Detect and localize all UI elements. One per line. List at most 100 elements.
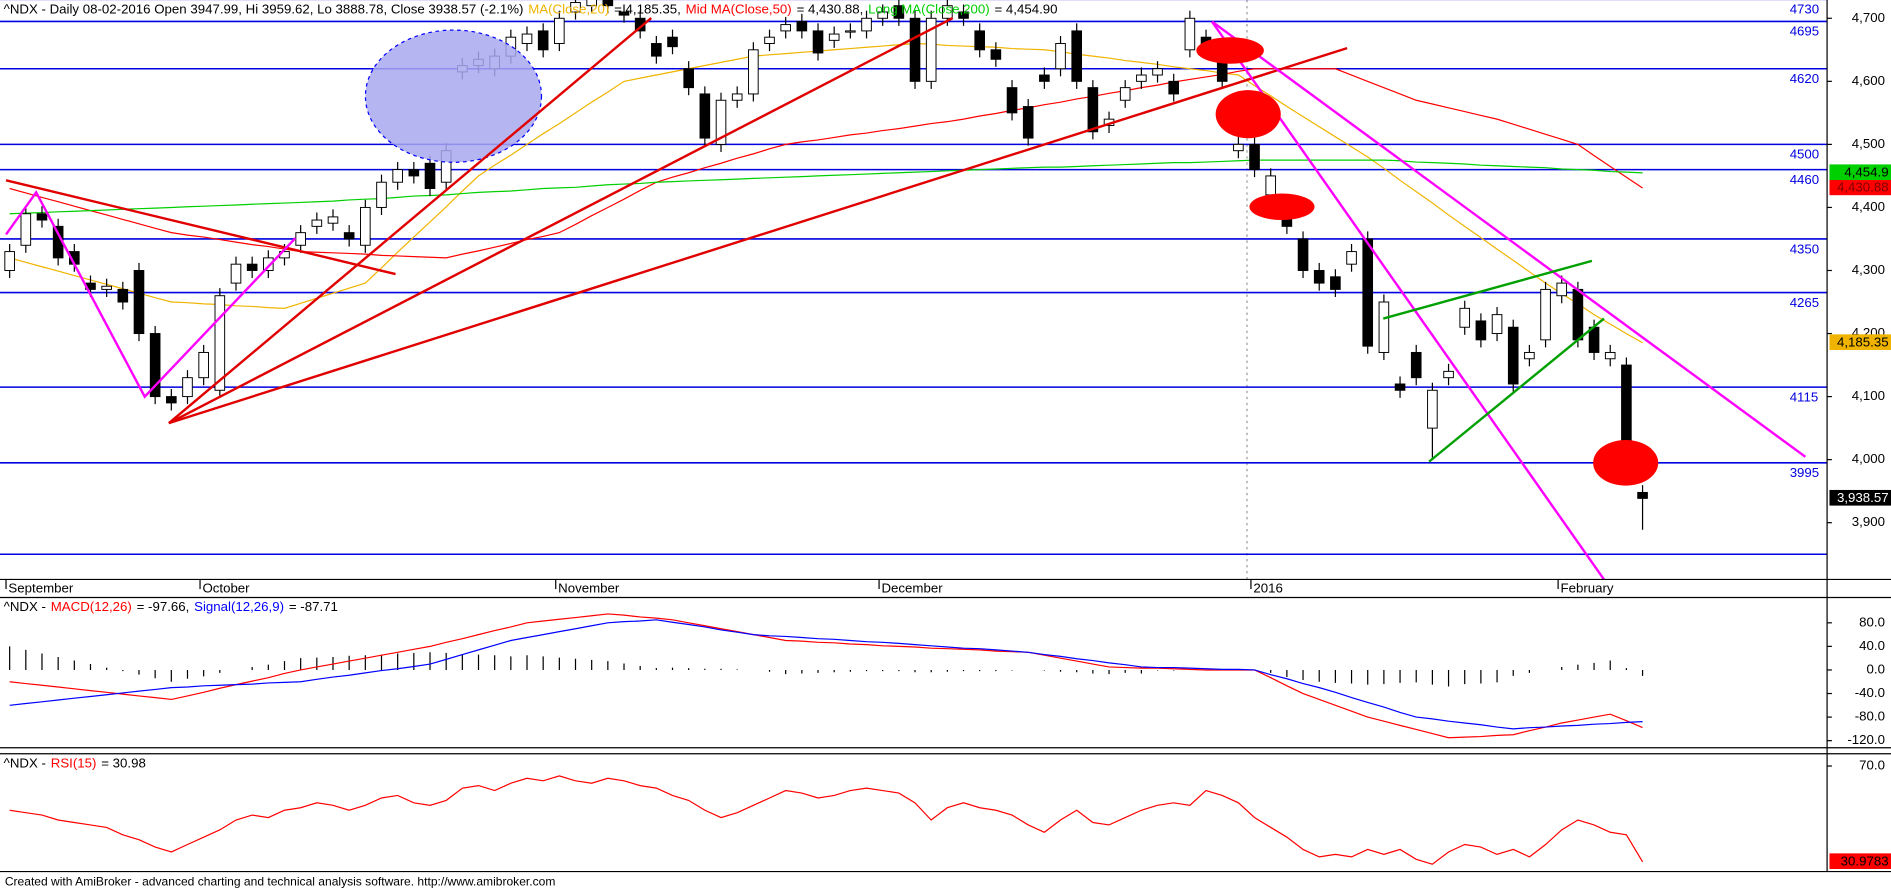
y-tick-label: 4,400	[1852, 199, 1885, 214]
level-label: 4500	[1790, 147, 1820, 162]
indicator-line	[9, 619, 1643, 730]
candle-body	[812, 30, 824, 54]
candle-body	[667, 36, 678, 48]
candle-body	[1184, 17, 1196, 51]
value-flag	[1829, 164, 1891, 181]
pane-title: ^NDX - MACD(12,26) = -97.66, Signal(12,26,9…	[4, 599, 338, 614]
y-tick-label: -80.0	[1855, 709, 1885, 724]
y-tick-label: 4,300	[1852, 262, 1885, 277]
x-tick-label: October	[202, 581, 250, 596]
y-tick-label: 80.0	[1859, 614, 1885, 629]
highlight-ellipse	[1196, 37, 1264, 64]
candle-body	[133, 270, 145, 335]
trend-line	[168, 16, 954, 425]
candle-body	[1475, 320, 1487, 341]
y-tick-label: -120.0	[1847, 732, 1885, 747]
candle-body	[909, 17, 921, 82]
candle-body	[1378, 301, 1390, 353]
candle-body	[327, 216, 339, 224]
value-flag-label: 4,185.35	[1837, 334, 1889, 349]
candle-body	[1136, 74, 1147, 82]
y-tick-label: 4,100	[1852, 388, 1885, 403]
legend-name: MACD(12,26)	[51, 599, 132, 614]
candle-body	[1394, 383, 1406, 391]
level-label: 3995	[1790, 465, 1820, 480]
candle-body	[699, 93, 711, 139]
legend-value: = 30.98	[101, 755, 146, 770]
y-tick-label: 4,000	[1852, 451, 1885, 466]
candle-body	[149, 333, 161, 398]
y-tick-label: 4,700	[1852, 10, 1885, 25]
legend-value: = -97.66,	[137, 599, 190, 614]
candle-body	[408, 169, 420, 177]
candle-body	[1313, 270, 1325, 284]
candle-body	[521, 33, 533, 44]
candle-body	[715, 99, 727, 145]
candle-body	[1604, 351, 1616, 360]
candle-body	[1346, 251, 1357, 265]
candle-body	[1459, 307, 1471, 328]
footer: Created with AmiBroker - advanced charti…	[5, 875, 556, 889]
candle-body	[1491, 314, 1503, 335]
candle-body	[376, 181, 387, 208]
legend-name: MA(Close,20)	[528, 1, 609, 16]
level-label: 4730	[1790, 2, 1820, 17]
level-label: 4350	[1790, 241, 1820, 256]
x-tick-label: February	[1561, 581, 1614, 596]
candle-body	[1556, 282, 1568, 297]
title-text: ^NDX - Daily 08-02-2016 Open 3947.99, Hi…	[4, 1, 524, 16]
level-label: 4620	[1790, 71, 1820, 86]
trend-line	[168, 17, 653, 425]
x-tick-label: September	[8, 581, 73, 596]
candle-body	[796, 20, 808, 32]
candle-body	[392, 169, 403, 183]
candle-body	[182, 377, 193, 398]
y-tick-label: 70.0	[1859, 758, 1885, 773]
candle-body	[1249, 143, 1260, 171]
candle-body	[1022, 106, 1034, 139]
y-tick-label: 4,600	[1852, 73, 1885, 88]
channel-line	[1428, 317, 1605, 463]
candle-body	[1087, 87, 1099, 133]
candle-body	[360, 206, 371, 246]
candle-body	[1168, 80, 1180, 95]
y-tick-label: 40.0	[1859, 638, 1885, 653]
highlight-ellipse	[1215, 90, 1281, 139]
candle-body	[861, 17, 872, 32]
candle-body	[942, 5, 953, 19]
candle-body	[683, 68, 694, 89]
rsi-pane	[9, 775, 1644, 865]
candle-body	[602, 0, 614, 7]
candle-body	[1588, 326, 1600, 353]
x-tick-label: November	[558, 581, 620, 596]
candle-body	[1540, 288, 1551, 341]
pane-frames	[0, 0, 1891, 873]
candle-body	[845, 30, 856, 33]
moving-average-line	[9, 42, 1643, 344]
candle-body	[166, 396, 177, 404]
value-flag	[1829, 179, 1891, 196]
title-text: ^NDX -	[4, 755, 46, 770]
candle-body	[1410, 351, 1422, 379]
legend-value: = 4,185.35,	[614, 1, 681, 16]
candle-body	[311, 219, 323, 227]
candle-body	[36, 213, 48, 221]
candle-body	[877, 11, 888, 19]
channel-line	[1382, 259, 1593, 320]
candle-body	[1427, 389, 1438, 429]
candle-body	[925, 17, 937, 82]
highlight-ellipse	[364, 29, 543, 163]
candle-body	[764, 36, 775, 44]
drawings	[5, 16, 1807, 580]
legend-name: Long MA(Close,200)	[868, 1, 990, 16]
legend-value: = 4,454.90	[995, 1, 1058, 16]
candle-body	[1297, 238, 1309, 271]
candle-body	[1119, 87, 1131, 101]
level-label: 4695	[1790, 24, 1820, 39]
x-tick-label: 2016	[1253, 581, 1283, 596]
candle-body	[198, 351, 209, 379]
candle-body	[990, 49, 1002, 60]
candle-body	[295, 232, 306, 246]
candle-body	[554, 17, 565, 44]
